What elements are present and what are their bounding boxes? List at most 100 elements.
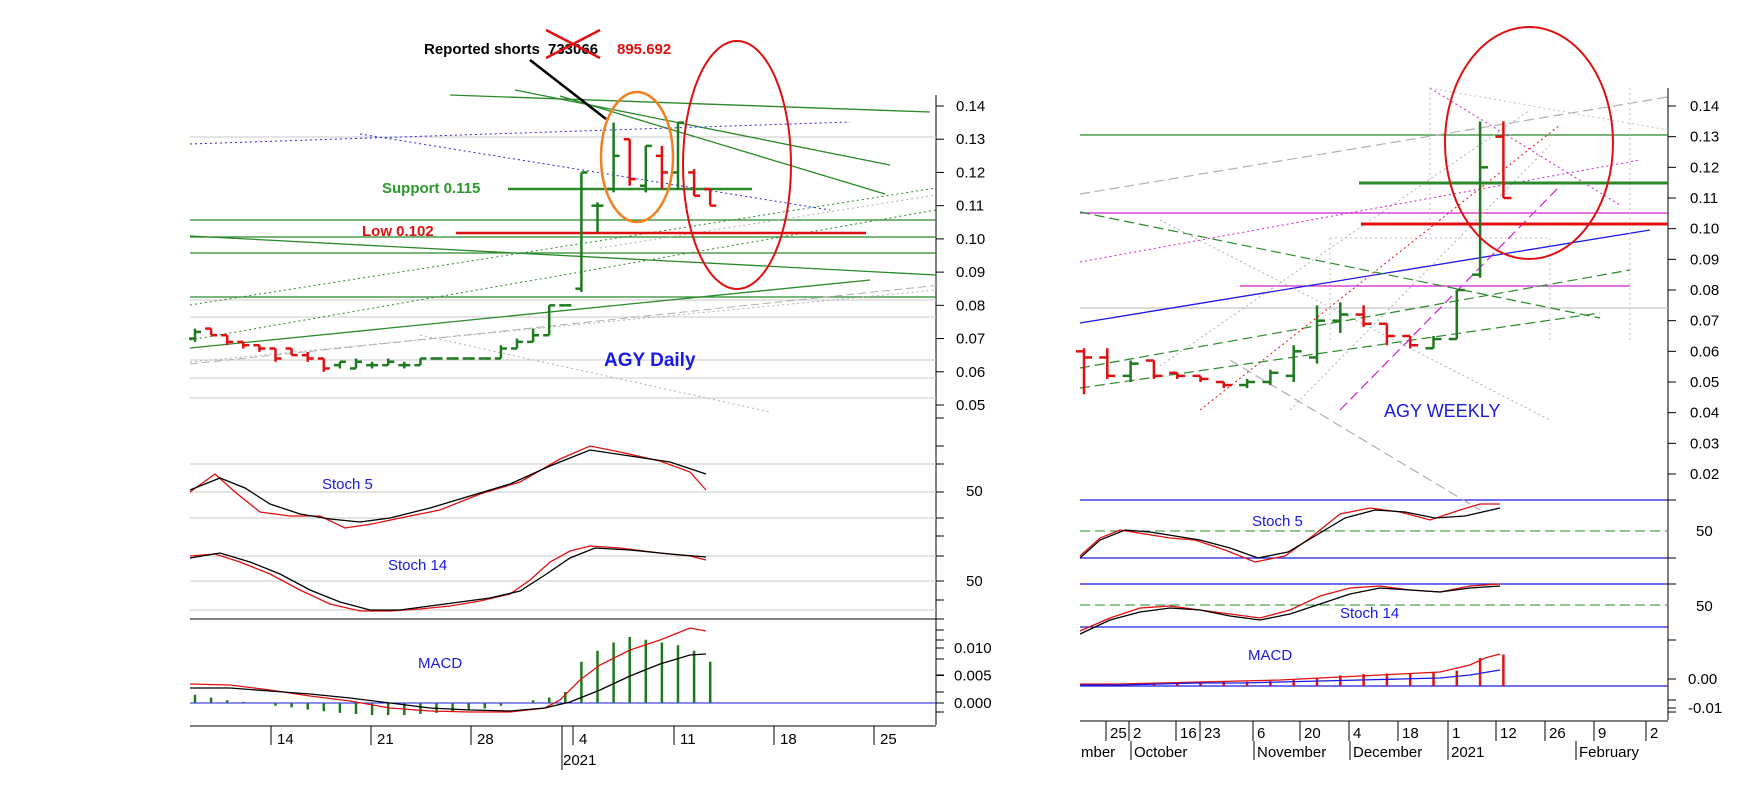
weekly-stoch5-lines xyxy=(1079,503,1501,563)
daily-trendlines xyxy=(189,89,937,349)
weekly-ohlc-bar xyxy=(1495,121,1512,200)
weekly-ohlc-bar xyxy=(1145,359,1162,379)
price-tick-label: 0.08 xyxy=(956,297,985,314)
month-label: mber xyxy=(1081,744,1115,761)
x-tick-label: 14 xyxy=(277,731,294,748)
price-tick-label: 0.10 xyxy=(956,231,985,248)
shorts-annotation-prefix: Reported shorts xyxy=(424,41,540,58)
daily-ohlc-bar xyxy=(527,328,540,344)
weekly-green-dashed xyxy=(1080,530,1668,606)
x-tick-label: 11 xyxy=(680,731,696,748)
weekly-ohlc-bar xyxy=(1472,121,1489,278)
macd-tick-label: 0.005 xyxy=(954,668,992,685)
strike-through-cross xyxy=(545,28,601,60)
daily-ohlc-bar xyxy=(623,137,636,186)
daily-ohlc-bar xyxy=(253,343,266,352)
x-tick-label: 18 xyxy=(1402,725,1419,742)
daily-ohlc-bar xyxy=(333,360,346,369)
daily-macd-histogram xyxy=(193,637,712,716)
weekly-blue-trend xyxy=(1079,229,1651,324)
price-tick-label: 0.14 xyxy=(956,98,985,115)
daily-price-ticks: 0.14 0.13 0.12 0.11 0.10 0.09 0.08 0.07 0.06 0.05 xyxy=(936,98,985,620)
weekly-ohlc-bar xyxy=(1448,288,1465,341)
price-tick-label: 0.03 xyxy=(1690,435,1719,452)
x-tick-label: 12 xyxy=(1500,725,1517,742)
weekly-ohlc-bar xyxy=(1099,348,1116,379)
x-tick-label: 18 xyxy=(780,731,797,748)
weekly-ohlc-bar xyxy=(1215,380,1232,389)
daily-ohlc-bar xyxy=(317,357,330,372)
weekly-macd-ticks: 0.00 -0.01 xyxy=(1668,671,1722,717)
price-tick-label: 0.11 xyxy=(1690,190,1718,207)
weekly-ohlc-bar xyxy=(1332,302,1349,333)
shorts-new-value: 895.692 xyxy=(617,41,671,58)
price-tick-label: 0.07 xyxy=(956,331,985,348)
x-tick-label: 20 xyxy=(1304,725,1321,742)
x-tick-label: 25 xyxy=(880,731,897,748)
weekly-ohlc-bar xyxy=(1192,374,1209,382)
x-tick-label: 9 xyxy=(1598,725,1606,742)
weekly-ohlc-bar xyxy=(1355,305,1372,327)
daily-ohlc-bar xyxy=(639,144,652,193)
daily-stoch5-tick: 50 xyxy=(966,483,983,500)
daily-macd-ticks: 0.010 0.005 0.000 xyxy=(936,629,992,713)
weekly-title: AGY WEEKLY xyxy=(1384,401,1500,421)
price-tick-label: 0.09 xyxy=(956,264,985,281)
weekly-macd-lines xyxy=(1080,653,1501,686)
weekly-x-axis-ticks: 25 2 16 23 6 20 4 18 1 12 26 9 2 xyxy=(1105,721,1658,742)
x-tick-label: 25 xyxy=(1110,725,1127,742)
price-tick-label: 0.06 xyxy=(1690,343,1719,360)
daily-ohlc-bar xyxy=(269,347,282,362)
x-tick-label: 2 xyxy=(1133,725,1141,742)
price-tick-label: 0.12 xyxy=(1690,159,1719,176)
weekly-macd-label: MACD xyxy=(1248,647,1292,664)
daily-ohlc-bar xyxy=(350,358,362,370)
daily-price-gridlines xyxy=(190,136,936,399)
x-tick-label: 1 xyxy=(1452,725,1460,742)
price-tick-label: 0.10 xyxy=(1690,221,1719,238)
month-label: 2021 xyxy=(1451,744,1484,761)
weekly-ohlc-bar xyxy=(1425,336,1442,350)
daily-ohlc-bar xyxy=(704,187,717,207)
daily-stoch14-lines xyxy=(189,545,707,612)
daily-ohlc-bar xyxy=(607,122,620,193)
daily-stoch14-label: Stoch 14 xyxy=(388,557,447,574)
daily-ohlc-bar xyxy=(398,361,411,369)
weekly-dotted-trends xyxy=(1079,87,1669,421)
weekly-stoch14-lines xyxy=(1079,583,1501,635)
daily-ohlc-bar xyxy=(237,340,250,349)
daily-ohlc-bar xyxy=(301,351,314,362)
daily-ohlc-bar xyxy=(688,169,701,197)
macd-tick-label: -0.01 xyxy=(1688,700,1722,717)
weekly-ohlc-bar xyxy=(1122,360,1139,382)
weekly-stoch5-label: Stoch 5 xyxy=(1252,513,1303,530)
daily-stoch-gridlines xyxy=(190,463,936,611)
x-tick-label: 6 xyxy=(1257,725,1265,742)
daily-ohlc-bar xyxy=(414,357,427,367)
weekly-ohlc-bar xyxy=(1076,348,1092,395)
daily-ohlc-bar xyxy=(382,358,395,367)
daily-ohlc-bar xyxy=(543,304,556,337)
daily-ohlc-bar xyxy=(189,328,201,342)
red-highlight-ellipse xyxy=(682,40,792,290)
weekly-ohlc-bar xyxy=(1285,345,1302,382)
daily-dotted-lines xyxy=(189,121,937,413)
price-tick-label: 0.13 xyxy=(956,131,985,148)
price-tick-label: 0.05 xyxy=(956,397,985,414)
x-tick-label: 4 xyxy=(1353,725,1361,742)
daily-ohlc-bar xyxy=(591,202,604,233)
x-tick-label: 16 xyxy=(1180,725,1197,742)
daily-macd-lines xyxy=(189,627,707,713)
daily-ohlc-bar xyxy=(285,347,298,357)
macd-tick-label: 0.010 xyxy=(954,640,992,657)
price-tick-label: 0.04 xyxy=(1690,405,1719,422)
x-tick-label: 2 xyxy=(1650,725,1658,742)
daily-stoch5-lines xyxy=(189,445,707,529)
x-tick-label: 28 xyxy=(477,731,494,748)
price-tick-label: 0.09 xyxy=(1690,251,1719,268)
weekly-ohlc-bar xyxy=(1262,369,1279,386)
macd-tick-label: 0.00 xyxy=(1688,671,1717,688)
price-tick-label: 0.14 xyxy=(1690,98,1719,115)
weekly-ohlc-bar xyxy=(1378,322,1395,346)
